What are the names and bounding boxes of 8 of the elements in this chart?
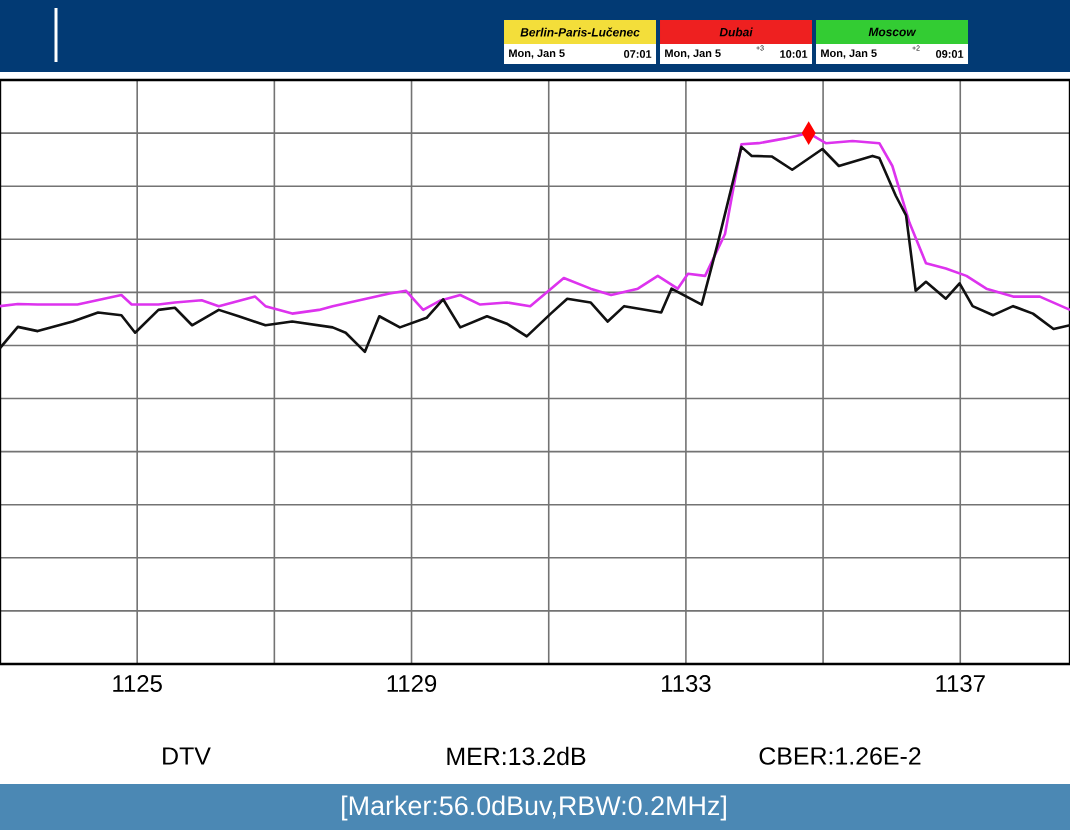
- text: MER:13.2dB: [447, 746, 586, 766]
- text: [Marker:56.0dBuv,RBW:0.2MHz]: [342, 795, 726, 821]
- x-tick-label: 1129: [387, 675, 437, 692]
- text: CBER:1.26E-2: [759, 747, 921, 765]
- x-tick-label: 1133: [662, 675, 711, 692]
- text: DTV: [163, 747, 211, 765]
- x-tick-label: 1125: [113, 675, 162, 692]
- x-tick-label: 1137: [936, 675, 985, 692]
